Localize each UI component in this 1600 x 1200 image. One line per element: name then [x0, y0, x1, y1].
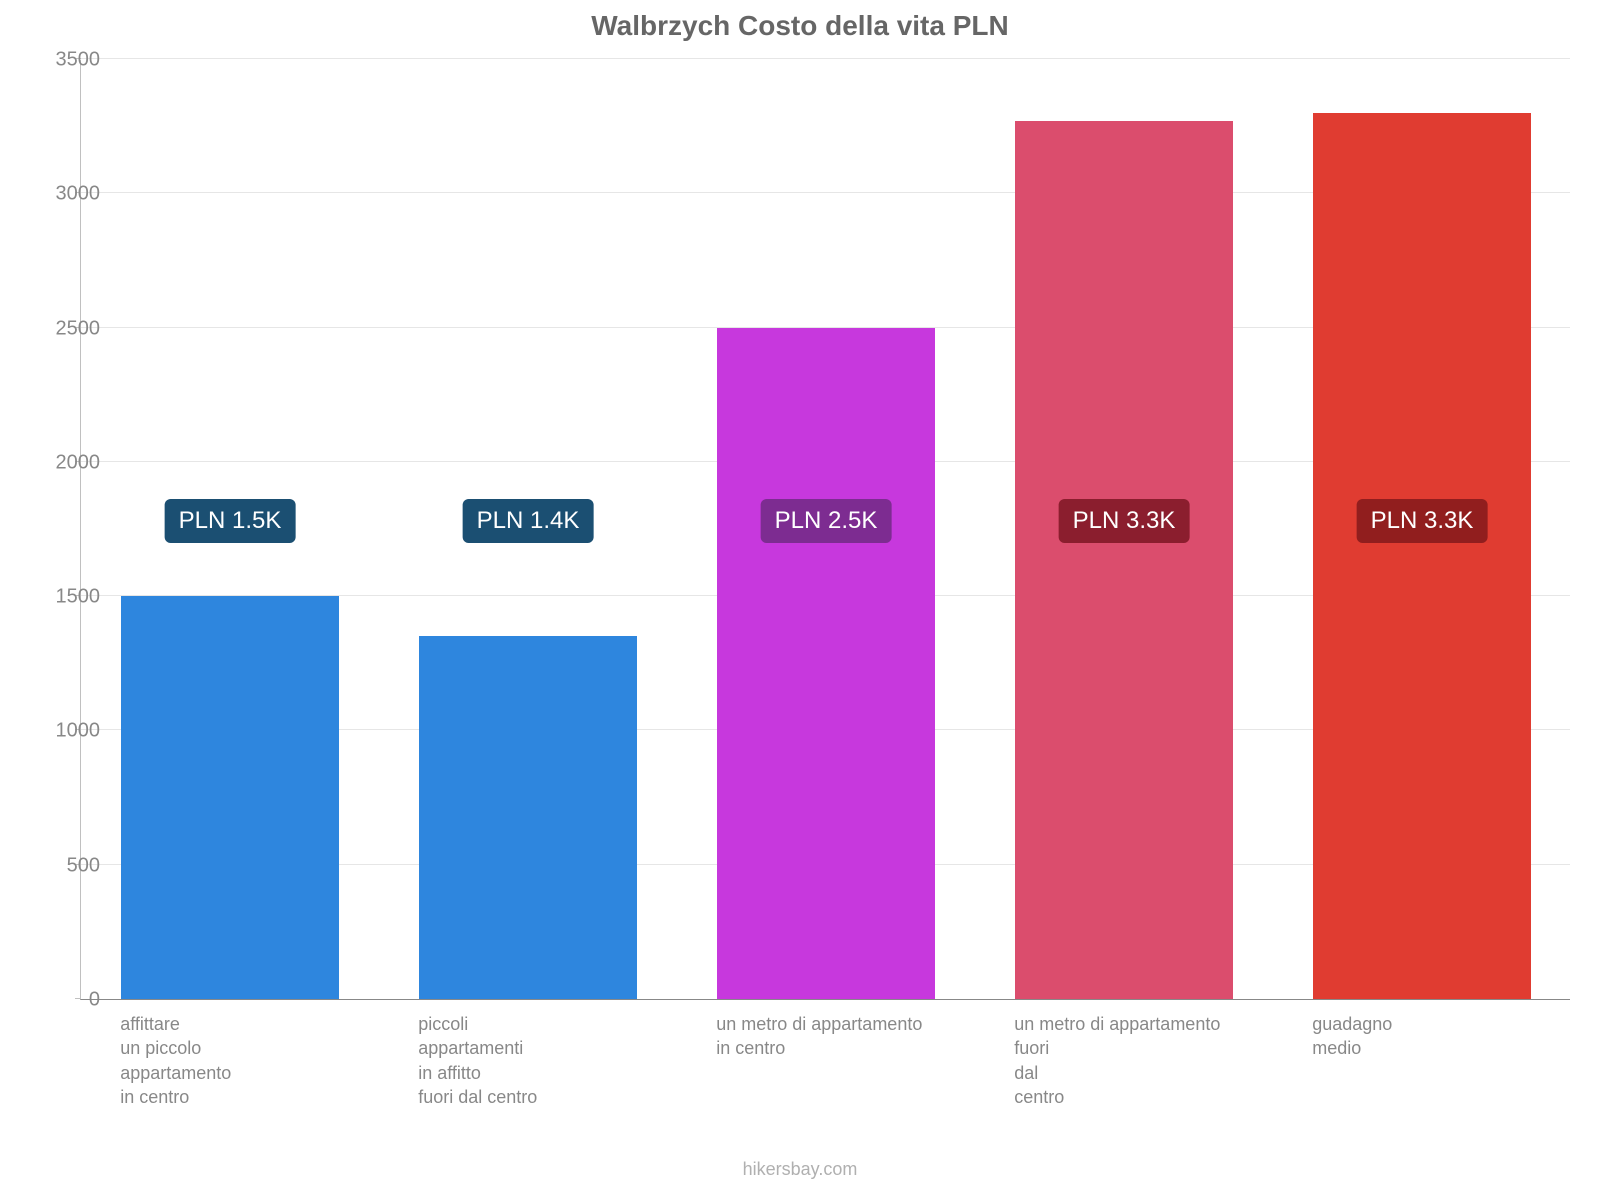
y-tick-label: 0 [40, 989, 100, 1012]
y-tick-label: 500 [40, 854, 100, 877]
value-badge: PLN 1.5K [165, 499, 296, 543]
bar [1015, 121, 1233, 999]
value-badge: PLN 3.3K [1059, 499, 1190, 543]
y-tick-label: 3000 [40, 183, 100, 206]
value-badge: PLN 3.3K [1357, 499, 1488, 543]
bar [419, 636, 637, 999]
plot-area: PLN 1.5K PLN 1.4K PLN 2.5K PLN 3.3K PLN 3.3K [80, 60, 1570, 1000]
y-tick-label: 1000 [40, 720, 100, 743]
x-axis-label: guadagnomedio [1312, 1012, 1570, 1061]
x-axis-label: piccoliappartamentiin affittofuori dal c… [418, 1012, 676, 1109]
chart-footer: hikersbay.com [0, 1159, 1600, 1180]
value-badge: PLN 1.4K [463, 499, 594, 543]
bar [717, 328, 935, 999]
y-tick-label: 2500 [40, 317, 100, 340]
value-badge: PLN 2.5K [761, 499, 892, 543]
cost-of-living-chart: Walbrzych Costo della vita PLN PLN 1.5KP… [0, 0, 1600, 1200]
x-axis-label: un metro di appartamentofuoridalcentro [1014, 1012, 1272, 1109]
y-tick-label: 2000 [40, 451, 100, 474]
y-tick-label: 3500 [40, 49, 100, 72]
x-axis-label: affittareun piccoloappartamentoin centro [120, 1012, 378, 1109]
chart-title: Walbrzych Costo della vita PLN [0, 10, 1600, 42]
bar [121, 596, 339, 999]
x-axis-label: un metro di appartamentoin centro [716, 1012, 974, 1061]
bar [1313, 113, 1531, 999]
y-tick-label: 1500 [40, 586, 100, 609]
grid-line [81, 58, 1570, 59]
